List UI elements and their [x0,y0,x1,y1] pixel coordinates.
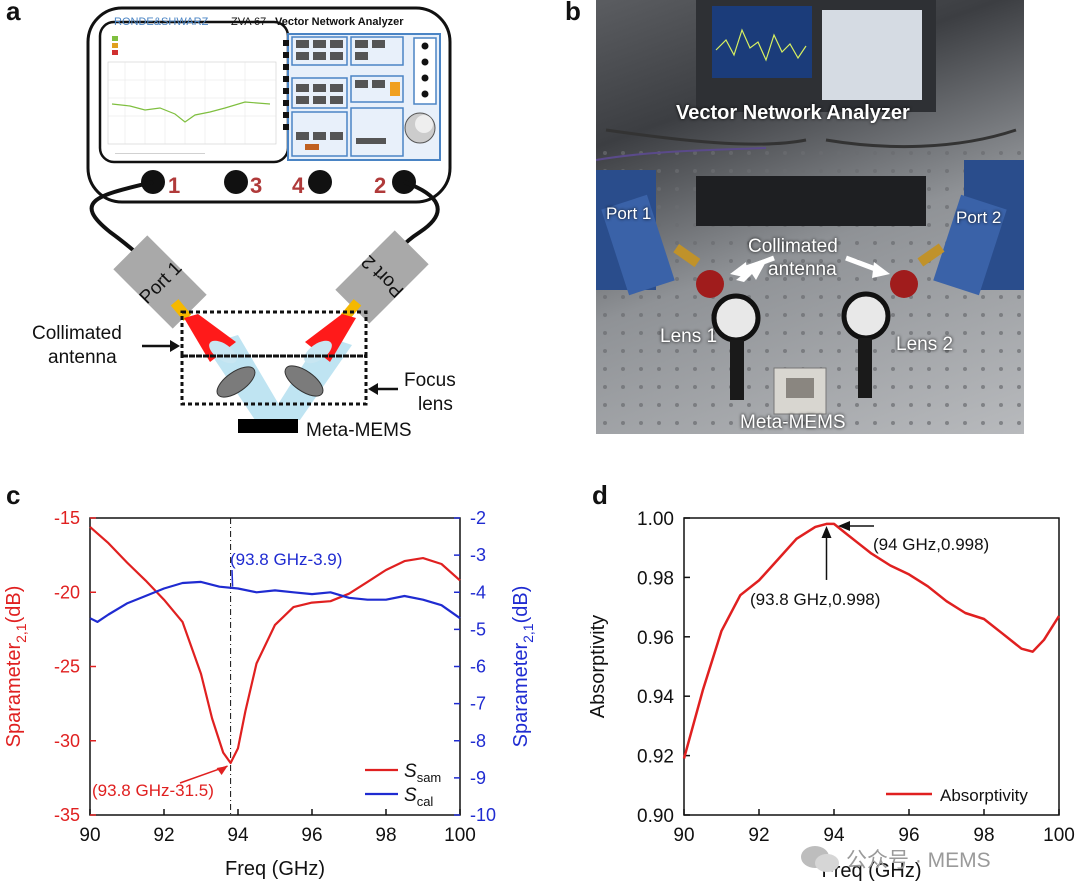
x-tick-label-d: 92 [748,825,769,846]
y-tick-label-d: 0.96 [637,628,674,649]
series-line-d-absorptivity [682,522,1061,759]
port2-box: Port 2 [335,230,429,324]
annotation-arrowhead-d-93-8 [821,525,832,538]
y-right-tick-label-c: -9 [470,768,486,788]
setup-schematic: RONDE&SHWARZ ZVA 67 Vector Network Analy… [32,6,456,441]
y-left-tick-label-c: -25 [54,657,80,677]
photo-label-lens1: Lens 1 [660,326,718,347]
y-tick-label-d: 0.98 [637,568,674,589]
panel-letter-d: d [592,480,608,510]
y-axis-label-d: Absorptivity [590,615,609,718]
y-right-axis-label-c: Sparameter2,1(dB) [510,586,536,748]
collimated-label-1: Collimated [32,323,122,344]
annotation-arrowhead-d-94 [838,520,850,531]
y-left-tick-label-c: -15 [54,508,80,528]
y-left-tick-label-c: -20 [54,582,80,602]
focus-label-2: lens [418,394,453,415]
connector-left [170,299,192,321]
legend-label-c-cal: Scal [404,785,433,809]
y-left-tick-label-c: -35 [54,805,80,825]
legend-label-d: Absorptivity [940,786,1028,805]
x-tick-label-c: 100 [444,825,476,846]
photo-label-collimated-2: antenna [768,259,837,280]
focus-label-1: Focus [404,370,456,391]
x-tick-label-d: 94 [823,825,845,846]
port-label-2: 2 [374,173,386,198]
y-left-tick-label-c: -30 [54,731,80,751]
y-tick-label-d: 0.92 [637,747,674,768]
port-label-4: 4 [292,173,305,198]
x-tick-label-c: 94 [227,825,249,846]
vna-model: ZVA 67 [231,16,266,28]
vna-instrument: Vector Network Analyzer [275,16,404,28]
vna-brand: RONDE&SHWARZ [114,16,209,28]
svg-text:——————————————————: —————————————————— [115,151,205,157]
antenna-box [180,310,368,358]
meta-mems-device [238,419,298,433]
photo-label-lens2: Lens 2 [896,334,954,355]
lens-left [216,366,256,398]
annotation-d-93-8: (93.8 GHz,0.998) [750,590,880,609]
photo-keyboard [696,176,926,226]
series-line-c-cal [89,580,461,623]
y-tick-label-d: 0.94 [637,687,674,708]
y-tick-label-d: 0.90 [637,806,674,827]
y-left-axis-label-c: Sparameter2,1(dB) [3,586,29,748]
photo-label-port2: Port 2 [956,208,1002,227]
y-right-tick-label-c: -4 [470,582,486,602]
annotation-c-cal: (93.8 GHz-3.9) [230,550,342,569]
vna-screen [98,20,290,164]
chart-c: 90 92 94 96 98 100 -15 -20 -25 -30 -35 -2 -3 -4 -5 -6 -7… [3,508,536,880]
y-right-tick-label-c: -2 [470,508,486,528]
y-tick-label-d: 1.00 [637,509,674,530]
photo-lens1 [711,293,761,343]
y-right-tick-label-c: -8 [470,731,486,751]
annotation-arrowhead-c-sam [216,766,228,776]
x-tick-label-d: 100 [1043,825,1075,846]
wechat-icon [801,846,839,872]
panel-letter-a: a [6,0,21,26]
x-axis-label-d: Freq (GHz) [822,860,922,882]
lens-box [180,354,368,406]
legend-label-c-sam: Ssam [404,761,441,785]
y-right-tick-label-c: -3 [470,545,486,565]
y-right-tick-label-c: -7 [470,694,486,714]
plot-frame-d [683,517,1060,816]
y-right-tick-label-c: -5 [470,619,486,639]
y-right-tick-label-c: -6 [470,657,486,677]
chart-d: 90 92 94 96 98 100 1.00 0.98 0.96 0.94 0.92 0.90 Fre… [590,509,1075,882]
watermark-text: 公众号 · MEMS [846,849,991,872]
annotation-d-94: (94 GHz,0.998) [873,535,989,554]
x-tick-label-d: 96 [898,825,919,846]
annotation-arrow-c-cal [231,569,234,587]
photo-label-meta-mems: Meta-MEMS [740,412,846,433]
x-axis-label-c: Freq (GHz) [225,858,325,880]
port-label-1: 1 [168,173,180,198]
x-tick-label-c: 96 [301,825,322,846]
collimated-label-2: antenna [48,347,117,368]
side-buttons [413,37,437,105]
photo-lens2 [841,291,891,341]
meta-mems-label: Meta-MEMS [306,420,412,441]
watermark: 公众号 · MEMS [798,840,1073,880]
panel-letter-b: b [565,0,581,26]
setup-photo: Vector Network Analyzer Port 1 Port 2 Co… [596,0,1024,434]
port-label-3: 3 [250,173,262,198]
photo-label-port1: Port 1 [606,204,652,223]
photo-label-vna: Vector Network Analyzer [676,102,910,124]
lens-right [284,365,324,397]
x-tick-label-c: 92 [153,825,174,846]
screen-plot: —————————————————— [107,36,277,157]
photo-label-collimated-1: Collimated [748,236,838,257]
annotation-c-sam: (93.8 GHz-31.5) [92,781,214,800]
x-tick-label-c: 90 [79,825,100,846]
x-tick-label-c: 98 [375,825,396,846]
x-tick-label-d: 98 [973,825,994,846]
y-right-tick-label-c: -10 [470,805,496,825]
x-tick-label-d: 90 [673,825,694,846]
series-line-c-sam [89,526,461,765]
panel-letter-c: c [6,480,21,510]
